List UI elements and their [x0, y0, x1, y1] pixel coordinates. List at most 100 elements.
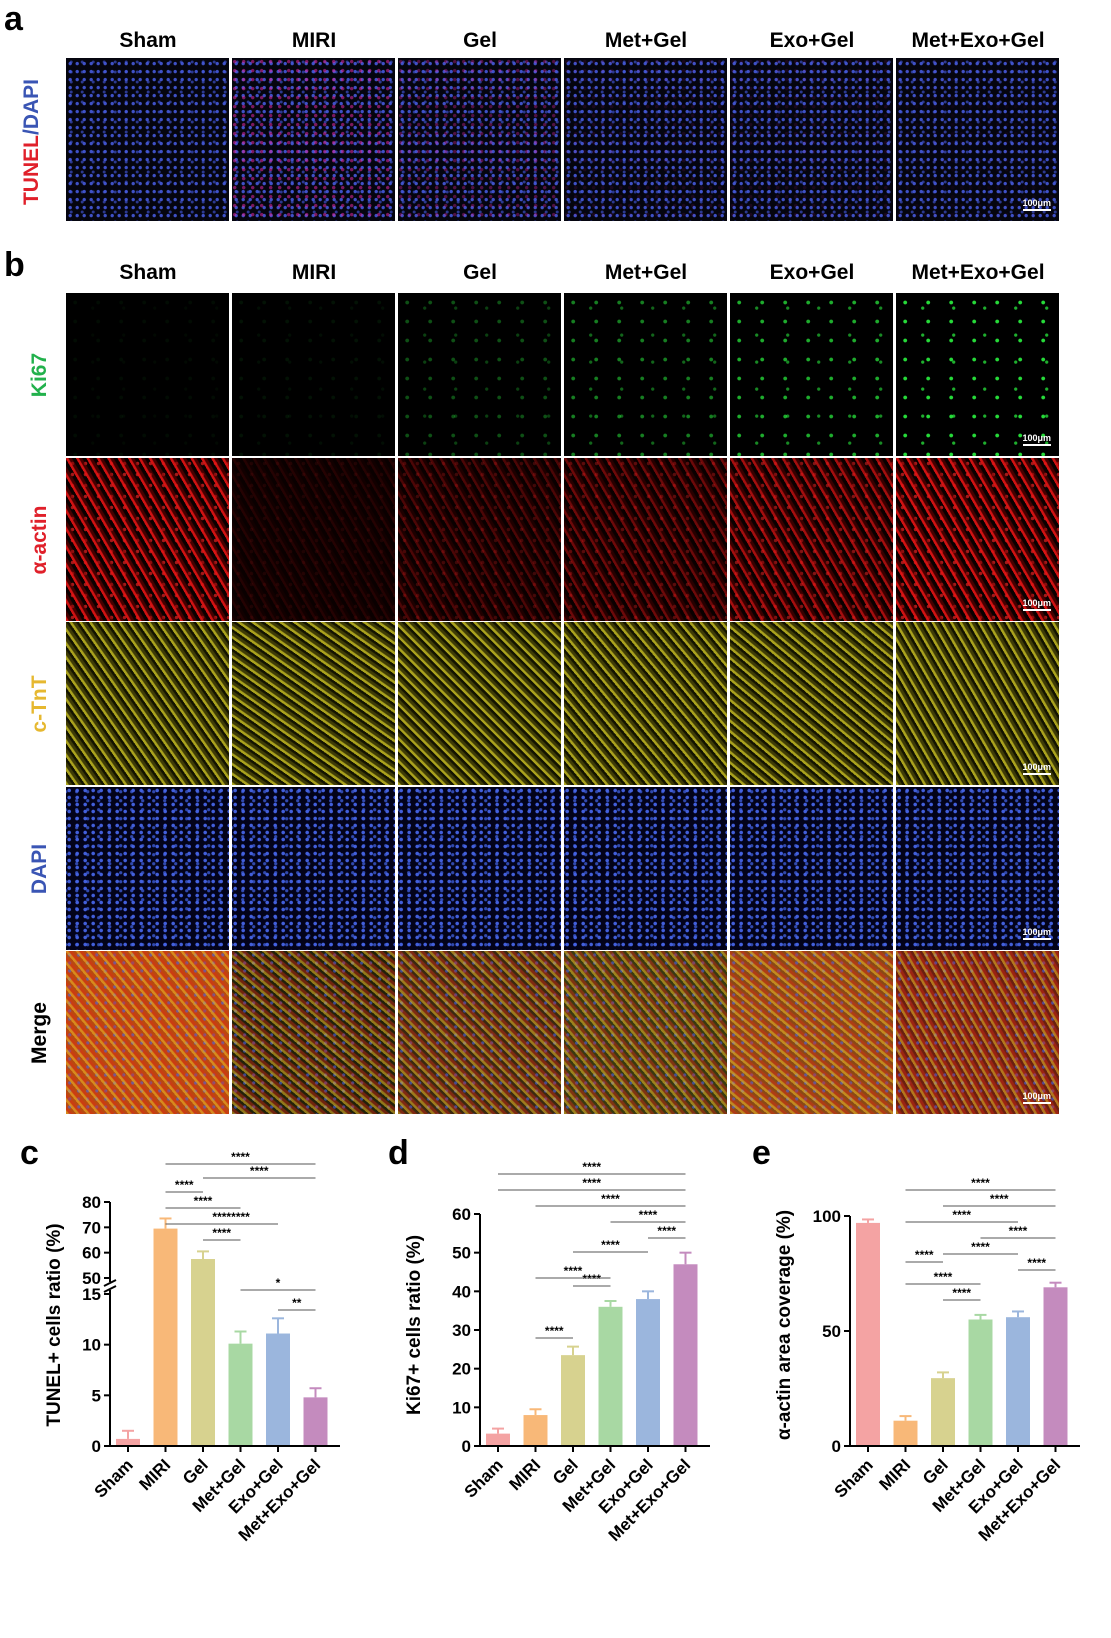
y-tick-label: 30 — [452, 1321, 471, 1340]
bar — [598, 1306, 623, 1446]
bar — [303, 1397, 328, 1446]
panel-label-c: c — [20, 1134, 39, 1172]
micrograph-ki67 — [398, 293, 561, 456]
micrograph-actin — [66, 458, 229, 621]
bar — [266, 1333, 290, 1446]
micrograph-ctnt: 100μm — [896, 622, 1059, 785]
x-tick-label: MIRI — [876, 1455, 915, 1494]
significance-label: **** — [250, 1164, 269, 1178]
scale-line — [1022, 444, 1051, 446]
micrograph-actin: 100μm — [896, 458, 1059, 621]
scale-label: 100μm — [1022, 198, 1051, 208]
bar — [191, 1259, 215, 1446]
column-header: Exo+Gel — [769, 29, 855, 52]
significance-label: **** — [971, 1176, 990, 1190]
axis-break-mark — [103, 1285, 117, 1293]
row-label: α-actin — [28, 505, 51, 575]
scale-label: 100μm — [1022, 433, 1051, 443]
significance-label: **** — [582, 1160, 601, 1174]
bar — [893, 1420, 918, 1446]
significance-label: **** — [212, 1210, 231, 1224]
y-tick-label: 5 — [92, 1386, 101, 1405]
y-tick-label: 70 — [82, 1218, 101, 1237]
y-tick-label: 20 — [452, 1360, 471, 1379]
y-tick-label: 60 — [82, 1244, 101, 1263]
panel-label-e: e — [752, 1134, 771, 1172]
significance-label: **** — [952, 1286, 971, 1300]
y-axis-label: α-actin area coverage (%) — [774, 1210, 795, 1440]
bar — [153, 1228, 178, 1446]
micrograph-merge — [398, 951, 561, 1114]
y-tick-label: 80 — [82, 1193, 101, 1212]
panel-label-d: d — [388, 1134, 409, 1172]
micrograph-actin — [398, 458, 561, 621]
micrograph-merge: 100μm — [896, 951, 1059, 1114]
column-header: Met+Exo+Gel — [911, 261, 1045, 284]
row-label-slash: / — [20, 129, 43, 136]
panel-label-b: b — [4, 246, 25, 284]
micrograph-ki67: 100μm — [896, 293, 1059, 456]
scale-label: 100μm — [1022, 1091, 1051, 1101]
y-tick-label: 50 — [452, 1244, 471, 1263]
scale-line — [1022, 609, 1051, 611]
y-axis-label: Ki67+ cells ratio (%) — [404, 1235, 425, 1415]
scale-bar: 100μm — [1022, 1091, 1051, 1104]
bar — [636, 1299, 660, 1446]
scale-label: 100μm — [1022, 762, 1051, 772]
column-header: Sham — [119, 261, 177, 284]
chart-d: 0 10 20 30 40 50 60 Sham MIRI Gel Met+Gel Exo+Gel Me… — [370, 1140, 740, 1633]
row-label: Merge — [28, 1002, 51, 1064]
bar — [561, 1355, 585, 1446]
row-label-tunel-dapi: TUNEL/DAPI — [2, 60, 62, 220]
micrograph-dapi — [398, 787, 561, 950]
column-header: Sham — [119, 29, 177, 52]
micrograph-dapi — [66, 787, 229, 950]
significance-label: **** — [194, 1194, 213, 1208]
micrograph-tunel — [730, 58, 893, 221]
significance-label: **** — [175, 1178, 194, 1192]
micrograph-dapi: 100μm — [896, 787, 1059, 950]
micrograph-ki67 — [730, 293, 893, 456]
chart-e: 0 50 100 Sham MIRI Gel Met+Gel Exo+Gel Met+Exo+G… — [740, 1140, 1111, 1633]
column-header: Gel — [463, 261, 497, 284]
micrograph-merge — [564, 951, 727, 1114]
micrograph-ctnt — [564, 622, 727, 785]
scale-label: 100μm — [1022, 598, 1051, 608]
micrograph-tunel: 100μm — [896, 58, 1059, 221]
micrograph-merge — [730, 951, 893, 1114]
column-header: Met+Exo+Gel — [911, 29, 1045, 52]
micrograph-tunel — [564, 58, 727, 221]
column-header: Gel — [463, 29, 497, 52]
significance-label: **** — [601, 1192, 620, 1206]
micrograph-ki67 — [564, 293, 727, 456]
bar — [486, 1433, 510, 1446]
bar — [931, 1378, 955, 1446]
significance-label: **** — [582, 1176, 601, 1190]
scale-label: 100μm — [1022, 927, 1051, 937]
y-tick-label: 10 — [452, 1398, 471, 1417]
axis-break-mark — [103, 1279, 117, 1287]
y-tick-label: 50 — [822, 1322, 841, 1341]
x-tick-label: Sham — [831, 1455, 877, 1501]
bar — [1043, 1287, 1068, 1446]
micrograph-ctnt — [730, 622, 893, 785]
row-label-dapi: DAPI — [20, 78, 43, 130]
y-tick-label: 60 — [452, 1205, 471, 1224]
bar — [116, 1438, 140, 1446]
significance-label: **** — [601, 1238, 620, 1252]
significance-label: **** — [990, 1192, 1009, 1206]
micrograph-actin — [730, 458, 893, 621]
bar — [968, 1319, 993, 1446]
x-tick-label: Sham — [461, 1455, 507, 1501]
significance-label: **** — [934, 1270, 953, 1284]
chart-c: 0 5 10 15 50 60 70 80 Sham MIRI Gel Met+Gel Exo+Gel M… — [0, 1140, 370, 1633]
scale-line — [1022, 209, 1051, 211]
significance-label: * — [276, 1276, 281, 1290]
row-label-tunel: TUNEL — [20, 135, 43, 206]
significance-label: **** — [1027, 1256, 1046, 1270]
y-axis-label: TUNEL+ cells ratio (%) — [44, 1223, 65, 1426]
scale-line — [1022, 773, 1051, 775]
panel-label-a: a — [4, 0, 23, 38]
column-header: Exo+Gel — [769, 261, 855, 284]
